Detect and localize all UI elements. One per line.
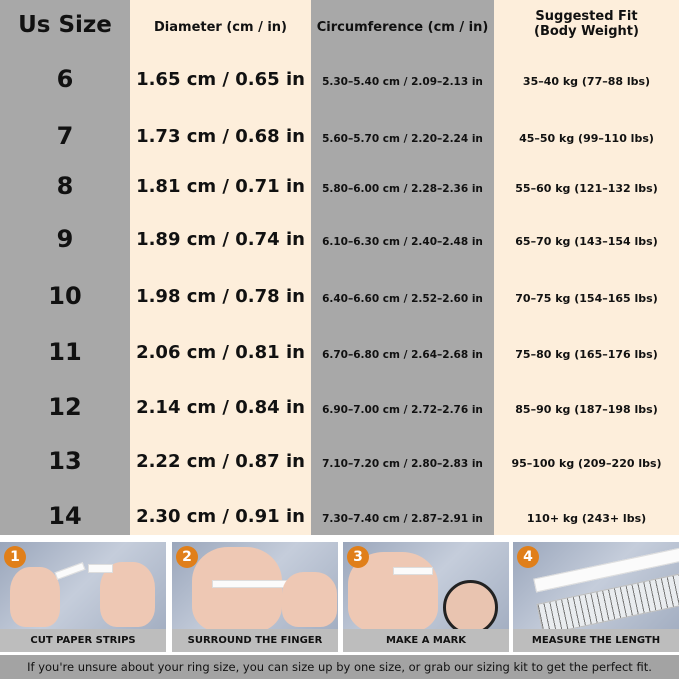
size-cell: 11	[48, 338, 82, 367]
step-number-badge: 1	[4, 546, 26, 568]
diameter-cell: 1.65 cm / 0.65 in	[136, 68, 305, 90]
step-label: CUT PAPER STRIPS	[0, 629, 166, 652]
circumference-column	[311, 0, 494, 535]
fit-cell: 70–75 kg (154–165 lbs)	[515, 291, 658, 305]
diameter-cell: 1.73 cm / 0.68 in	[136, 125, 305, 147]
size-cell: 9	[56, 225, 74, 254]
step-photo	[172, 542, 338, 632]
size-cell: 10	[48, 282, 82, 311]
diameter-cell: 2.14 cm / 0.84 in	[136, 396, 305, 418]
size-cell: 7	[56, 122, 74, 151]
step-photo	[0, 542, 166, 629]
step-number-badge: 4	[517, 546, 539, 568]
diameter-cell: 2.30 cm / 0.91 in	[136, 505, 305, 527]
fit-cell: 55–60 kg (121–132 lbs)	[515, 181, 658, 195]
fit-cell: 85–90 kg (187–198 lbs)	[515, 402, 658, 416]
circumference-cell: 6.40–6.60 cm / 2.52–2.60 in	[322, 292, 483, 305]
fit-column	[494, 0, 679, 535]
header-us-size: Us Size	[18, 11, 112, 38]
step-label: SURROUND THE FINGER	[172, 629, 338, 652]
diameter-cell: 2.22 cm / 0.87 in	[136, 450, 305, 472]
step-3: 3 MAKE A MARK	[343, 542, 509, 652]
fit-cell: 110+ kg (243+ lbs)	[526, 511, 647, 525]
circumference-cell: 7.10–7.20 cm / 2.80–2.83 in	[322, 457, 483, 470]
step-number-badge: 2	[176, 546, 198, 568]
ring-size-table: Us Size Diameter (cm / in) Circumference (…	[0, 0, 679, 535]
header-circumference: Circumference (cm / in)	[316, 19, 489, 35]
diameter-cell: 1.98 cm / 0.78 in	[136, 285, 305, 307]
step-label: MAKE A MARK	[343, 629, 509, 652]
sizing-steps: 1 CUT PAPER STRIPS 2 SURROUND THE FINGER 3 MA…	[0, 542, 679, 652]
circumference-cell: 7.30–7.40 cm / 2.87–2.91 in	[322, 512, 483, 525]
fit-cell: 75–80 kg (165–176 lbs)	[515, 347, 658, 361]
step-1: 1 CUT PAPER STRIPS	[0, 542, 166, 652]
circumference-cell: 6.90–7.00 cm / 2.72–2.76 in	[322, 403, 483, 416]
us-size-column	[0, 0, 130, 535]
size-cell: 8	[56, 172, 74, 201]
circumference-cell: 6.70–6.80 cm / 2.64–2.68 in	[322, 348, 483, 361]
size-cell: 14	[48, 502, 82, 531]
circumference-cell: 6.10–6.30 cm / 2.40–2.48 in	[322, 235, 483, 248]
circumference-cell: 5.80–6.00 cm / 2.28–2.36 in	[322, 182, 483, 195]
diameter-cell: 2.06 cm / 0.81 in	[136, 341, 305, 363]
footer-note: If you're unsure about your ring size, y…	[0, 655, 679, 679]
size-cell: 6	[56, 65, 74, 94]
circumference-cell: 5.30–5.40 cm / 2.09–2.13 in	[322, 75, 483, 88]
diameter-column	[130, 0, 311, 535]
fit-cell: 95–100 kg (209–220 lbs)	[511, 456, 662, 470]
size-cell: 13	[48, 447, 82, 476]
step-number-badge: 3	[347, 546, 369, 568]
step-photo	[513, 542, 679, 636]
fit-cell: 65–70 kg (143–154 lbs)	[515, 234, 658, 248]
header-suggested-fit: Suggested Fit (Body Weight)	[534, 9, 639, 39]
header-diameter: Diameter (cm / in)	[154, 19, 287, 35]
step-2: 2 SURROUND THE FINGER	[172, 542, 338, 652]
size-cell: 12	[48, 393, 82, 422]
fit-cell: 35–40 kg (77–88 lbs)	[522, 74, 651, 88]
diameter-cell: 1.81 cm / 0.71 in	[136, 175, 305, 197]
step-4: 4 MEASURE THE LENGTH	[513, 542, 679, 652]
step-label: MEASURE THE LENGTH	[513, 629, 679, 652]
diameter-cell: 1.89 cm / 0.74 in	[136, 228, 305, 250]
fit-cell: 45–50 kg (99–110 lbs)	[519, 131, 654, 145]
circumference-cell: 5.60–5.70 cm / 2.20–2.24 in	[322, 132, 483, 145]
